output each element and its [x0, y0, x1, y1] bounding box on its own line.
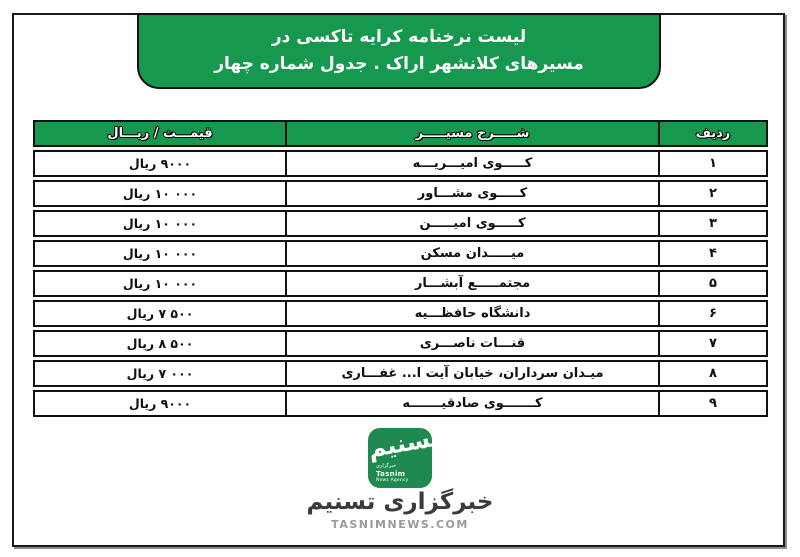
row-number: ۹: [709, 396, 717, 411]
table-row: ۹۰۰۰ ریال کـــــــوی صادقیـــــــه ۹: [33, 390, 768, 417]
route-name: میـدان سرداران، خیابان آیت ا... غفـــاری: [341, 366, 604, 381]
row-number: ۳: [709, 216, 717, 231]
table-row: ۱۰ ۰۰۰ ریال مجتمـــــع آبشـــار ۵: [33, 270, 768, 297]
route-name: کـــــوی امیـــــن: [419, 216, 526, 231]
title-line-1: لیست نرخنامه کرایه تاکسی در: [271, 26, 527, 47]
price-value: ۹۰۰۰ ریال: [128, 156, 192, 171]
row-number: ۶: [709, 306, 717, 321]
route-name: کـــــــوی صادقیـــــــه: [402, 396, 543, 411]
column-header-price-label: قیمـــت / ریـــال: [107, 126, 213, 141]
row-number: ۱: [709, 156, 717, 171]
agency-wordmark: خبرگزاری تسنیم: [306, 489, 494, 515]
route-name: کـــــوی مشـــاور: [417, 186, 528, 201]
price-value: ۱۰ ۰۰۰ ریال: [122, 276, 198, 291]
title-banner: لیست نرخنامه کرایه تاکسی در مسیرهای کلان…: [137, 13, 661, 89]
table-row: ۸ ۵۰۰ ریال قنـــات ناصـــری ۷: [33, 330, 768, 357]
route-name: دانشگاه حافظـــیه: [414, 306, 531, 321]
table-row: ۷ ۰۰۰ ریال میـدان سرداران، خیابان آیت ا.…: [33, 360, 768, 387]
table-row: ۱۰ ۰۰۰ ریال میـــــدان مسکن ۴: [33, 240, 768, 267]
route-name: کـــــوی امیـــریـــه: [412, 156, 533, 171]
route-name: میـــــدان مسکن: [420, 246, 525, 261]
row-number: ۵: [709, 276, 717, 291]
row-number: ۴: [709, 246, 717, 261]
price-value: ۱۰ ۰۰۰ ریال: [122, 246, 198, 261]
route-name: قنـــات ناصـــری: [419, 336, 526, 351]
column-header-row-number: ردیف: [660, 122, 766, 145]
price-value: ۸ ۵۰۰ ریال: [126, 336, 194, 351]
table-header-row: قیمـــت / ریـــال شـــــرح مسیـــــر ردی…: [33, 120, 768, 147]
logo-small-en2: News Agency: [376, 477, 409, 483]
price-value: ۹۰۰۰ ریال: [128, 396, 192, 411]
title-line-2: مسیرهای کلانشهر اراک . جدول شماره چهار: [214, 54, 584, 74]
price-value: ۱۰ ۰۰۰ ریال: [122, 216, 198, 231]
logo-small-fa: خبرگزاری: [376, 463, 397, 470]
column-header-price: قیمـــت / ریـــال: [35, 122, 285, 145]
column-header-route-label: شـــــرح مسیـــــر: [415, 126, 530, 141]
row-number: ۸: [709, 366, 717, 381]
logo-small-en1: Tasnim: [376, 469, 406, 478]
row-number: ۷: [709, 336, 717, 351]
row-number: ۲: [709, 186, 717, 201]
price-value: ۱۰ ۰۰۰ ریال: [122, 186, 198, 201]
price-value: ۷ ۵۰۰ ریال: [126, 306, 194, 321]
fare-table: قیمـــت / ریـــال شـــــرح مسیـــــر ردی…: [33, 120, 768, 420]
column-header-route: شـــــرح مسیـــــر: [285, 122, 660, 145]
table-row: ۱۰ ۰۰۰ ریال کـــــوی امیـــــن ۳: [33, 210, 768, 237]
website-url: TASNIMNEWS.COM: [331, 518, 469, 531]
table-row: ۷ ۵۰۰ ریال دانشگاه حافظـــیه ۶: [33, 300, 768, 327]
column-header-row-number-label: ردیف: [695, 126, 731, 141]
table-row: ۹۰۰۰ ریال کـــــوی امیـــریـــه ۱: [33, 150, 768, 177]
route-name: مجتمـــــع آبشـــار: [414, 276, 531, 291]
price-value: ۷ ۰۰۰ ریال: [126, 366, 194, 381]
tasnim-logo-small-text: خبرگزاری Tasnim News Agency: [376, 463, 409, 483]
table-row: ۱۰ ۰۰۰ ریال کـــــوی مشـــاور ۲: [33, 180, 768, 207]
tasnim-logo-calligraphy: تسنیم: [368, 428, 432, 464]
tasnim-logo: تسنیم خبرگزاری Tasnim News Agency: [368, 428, 432, 488]
